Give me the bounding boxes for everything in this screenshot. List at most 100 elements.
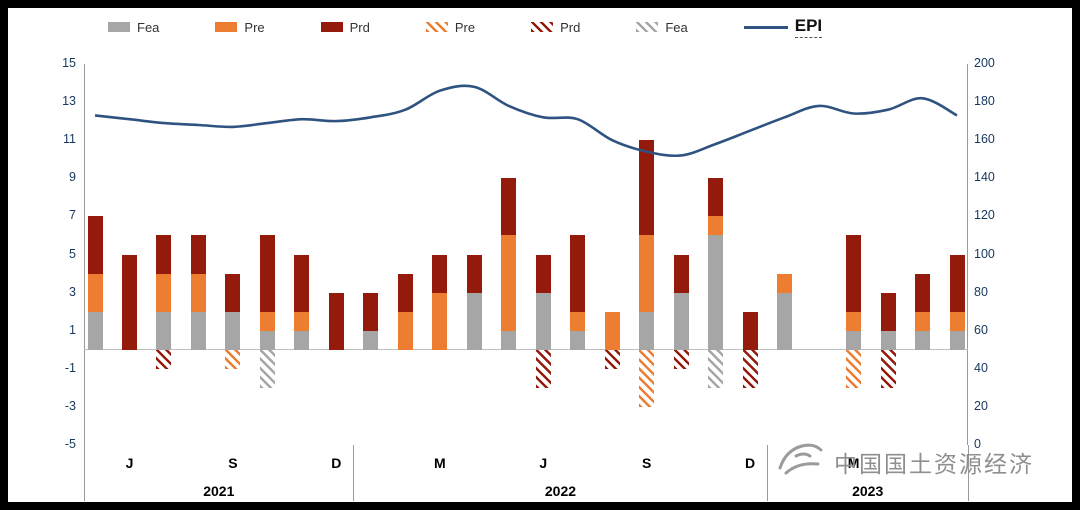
bar-2022-09-pre: [639, 235, 655, 312]
bar-2021-07-prd-negative-hatched: [156, 349, 172, 369]
legend-label: EPI: [794, 16, 823, 38]
watermark-text: 中国国土资源经济: [834, 450, 1034, 477]
epi-line: [94, 84, 958, 158]
left-axis-tick: 9: [69, 170, 76, 185]
month-tick-label: D: [745, 455, 756, 471]
bar-2021-10-prd: [259, 235, 275, 312]
bar-2022-10-prd-negative-hatched: [673, 349, 689, 369]
bar-2021-10-fea: [259, 330, 275, 350]
right-axis-tick: 200: [974, 56, 995, 70]
bar-2022-04-prd: [466, 254, 482, 293]
pre-solid-swatch-icon: [215, 22, 238, 32]
year-separator-line: [83, 445, 85, 501]
bar-2023-04-prd-negative-hatched: [880, 349, 896, 388]
bar-2022-06-prd: [535, 254, 551, 293]
bar-2022-07-fea: [570, 330, 586, 350]
bar-2021-11-prd: [294, 254, 310, 312]
bar-2021-12-prd: [328, 292, 344, 350]
bar-2021-07-prd: [156, 235, 172, 274]
x-axis: J S D M J S D M 2021 2022 2023: [83, 445, 969, 502]
bar-2021-10-fea-negative-hatched: [259, 349, 275, 388]
year-separator-line: [353, 445, 355, 501]
right-axis-tick: 120: [974, 208, 995, 223]
month-tick-label: M: [847, 455, 860, 471]
chart-frame: Fea Pre Prd Pre Prd Fea EPI 15 13 11 9 7 5 3 1 -1 -3 -5 …: [8, 8, 1072, 502]
month-tick-label: J: [125, 455, 134, 471]
right-axis-tick: 160: [974, 132, 995, 147]
bar-2022-12-prd: [742, 311, 758, 350]
left-axis-tick: 11: [63, 132, 76, 147]
legend-item-pre-hatch: Pre: [425, 19, 476, 35]
bar-2022-05-prd: [501, 178, 517, 236]
bar-2023-04-fea: [880, 330, 896, 350]
legend-label: Fea: [665, 19, 688, 35]
bar-2021-09-fea: [225, 311, 241, 350]
right-axis-tick: 40: [974, 360, 988, 375]
bar-2021-09-pre-negative-hatched: [225, 349, 241, 369]
bar-2022-02-pre: [397, 311, 413, 350]
legend-item-fea-solid: Fea: [108, 20, 159, 35]
right-axis: 200 180 160 140 120 100 80 60 40 20 0: [974, 56, 1024, 451]
bar-2021-11-fea: [294, 330, 310, 350]
bar-2022-01-fea: [363, 330, 379, 350]
bar-2021-05-fea: [87, 311, 103, 350]
bar-2023-01-pre: [777, 273, 793, 293]
right-axis-tick: 60: [974, 322, 988, 337]
bar-2021-11-pre: [294, 311, 310, 331]
legend: Fea Pre Prd Pre Prd Fea EPI: [108, 16, 823, 38]
bar-2023-04-prd: [880, 292, 896, 331]
bar-2021-09-prd: [225, 273, 241, 312]
bar-2022-08-pre: [604, 311, 620, 350]
right-axis-tick: 80: [974, 284, 988, 299]
right-axis-tick: 180: [974, 94, 995, 109]
year-label: 2023: [852, 483, 884, 499]
bar-2023-06-prd: [949, 254, 965, 312]
left-axis-tick: 13: [62, 94, 76, 109]
bar-2022-11-pre: [708, 216, 724, 236]
fea-solid-swatch-icon: [108, 22, 130, 32]
bar-2021-05-pre: [87, 273, 103, 312]
left-axis-tick: 7: [69, 208, 76, 223]
left-axis-tick: -5: [64, 437, 76, 451]
bar-2021-06-prd: [121, 254, 137, 350]
year-label: 2022: [544, 483, 577, 499]
fea-hatch-swatch-icon: [636, 22, 659, 32]
bar-2023-03-fea: [846, 330, 862, 350]
bar-2022-10-fea: [673, 292, 689, 350]
bar-2023-05-prd: [915, 273, 931, 312]
legend-label: Pre: [454, 19, 476, 35]
bar-2021-07-fea: [156, 311, 172, 350]
legend-label: Prd: [349, 19, 370, 35]
epi-line-swatch-icon: [743, 25, 788, 29]
left-axis-tick: 1: [69, 322, 76, 337]
year-separator-line: [967, 445, 969, 501]
bar-2022-02-prd: [397, 273, 413, 312]
month-tick-label: M: [433, 455, 446, 471]
legend-item-prd-hatch: Prd: [531, 20, 580, 35]
bar-2021-08-pre: [190, 273, 206, 312]
prd-solid-swatch-icon: [320, 22, 343, 32]
bar-2023-03-pre-negative-hatched: [846, 349, 862, 388]
right-axis-tick: 20: [974, 398, 988, 413]
left-axis-tick: 3: [69, 284, 76, 299]
bar-2021-10-pre: [259, 311, 275, 331]
right-axis-tick: 100: [974, 246, 995, 261]
plot-border-line: [84, 64, 85, 445]
bar-2022-05-fea: [501, 330, 517, 350]
month-tick-label: S: [228, 455, 238, 471]
left-axis: 15 13 11 9 7 5 3 1 -1 -3 -5: [26, 56, 76, 451]
bar-2023-06-fea: [949, 330, 965, 350]
right-axis-tick: 140: [974, 170, 995, 185]
bar-2021-08-prd: [190, 235, 206, 274]
bar-2023-06-pre: [949, 311, 965, 331]
legend-item-fea-hatch: Fea: [636, 19, 688, 35]
bar-2022-01-prd: [363, 292, 379, 331]
bar-2022-03-pre: [432, 292, 448, 350]
legend-label: Prd: [560, 19, 581, 35]
bar-2023-05-fea: [915, 330, 931, 350]
plot-area: [84, 64, 968, 445]
legend-item-epi-line: EPI: [743, 16, 823, 38]
bar-2022-12-prd-negative-hatched: [742, 349, 758, 388]
month-tick-label: D: [331, 455, 342, 471]
bar-2022-11-prd: [708, 178, 724, 217]
